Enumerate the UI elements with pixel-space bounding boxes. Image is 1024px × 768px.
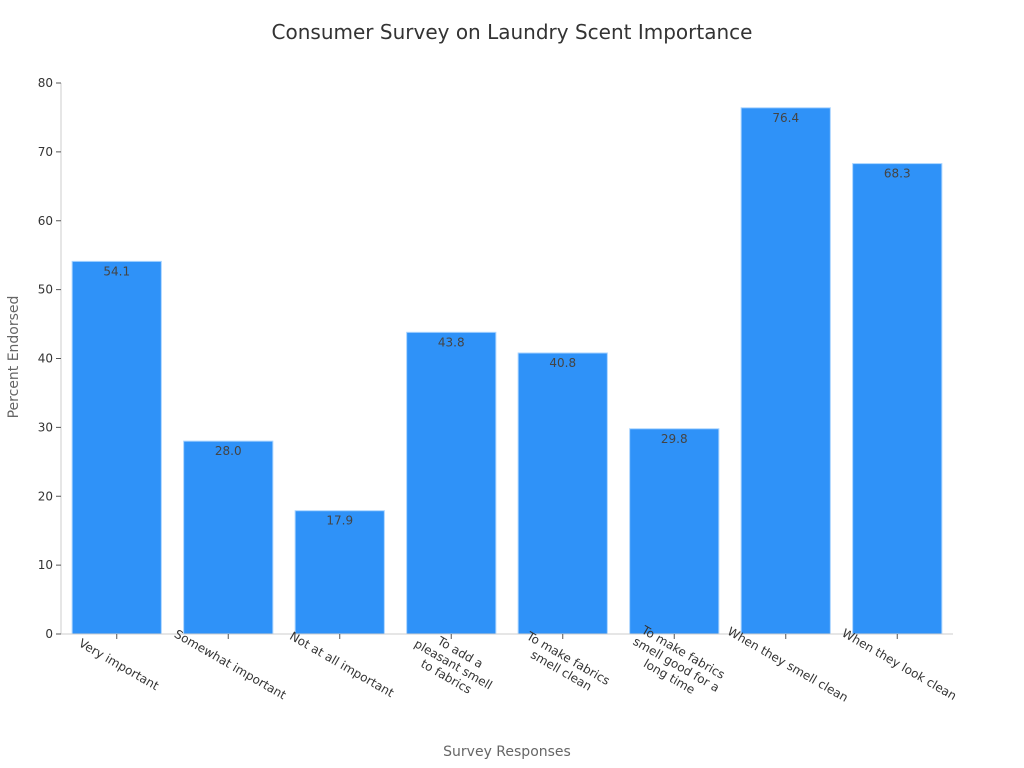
y-tick-label: 10 [38, 558, 53, 572]
x-tick-label: To make fabricssmell clean [516, 629, 612, 701]
bar-5 [517, 352, 608, 635]
chart-title: Consumer Survey on Laundry Scent Importa… [271, 20, 753, 44]
data-label-8: 68.3 [884, 167, 911, 181]
x-axis-title: Survey Responses [443, 744, 571, 760]
y-tick-label: 40 [38, 352, 53, 366]
bar-1 [71, 260, 162, 635]
bar-7 [740, 107, 831, 635]
y-tick-label: 20 [38, 489, 53, 503]
data-labels-group: 54.1 28.0 17.9 43.8 40.8 29.8 76.4 68.3 [103, 111, 910, 528]
data-label-3: 17.9 [326, 514, 353, 528]
y-axis: 0 10 20 30 40 50 60 70 80 [38, 76, 62, 641]
data-label-2: 28.0 [215, 444, 242, 458]
x-tick-label: To add apleasant smellto fabrics [405, 624, 502, 704]
bar-6 [629, 428, 720, 635]
bar-4 [406, 331, 497, 635]
y-axis-title: Percent Endorsed [6, 296, 22, 419]
data-label-4: 43.8 [438, 335, 465, 349]
bar-8 [852, 163, 943, 635]
x-tick-label: Not at all important [287, 629, 396, 700]
x-tick-label: Somewhat important [172, 627, 289, 703]
y-tick-label: 60 [38, 214, 53, 228]
data-label-1: 54.1 [103, 264, 130, 278]
bar-3 [294, 510, 385, 635]
data-label-5: 40.8 [549, 356, 576, 370]
data-label-7: 76.4 [772, 111, 799, 125]
y-tick-label: 80 [38, 76, 53, 90]
data-label-6: 29.8 [661, 432, 688, 446]
bars-group [71, 107, 943, 635]
y-tick-label: 70 [38, 145, 53, 159]
y-tick-label: 30 [38, 420, 53, 434]
bar-2 [183, 440, 274, 635]
x-tick-label: To make fabricssmell good for along time [624, 622, 729, 707]
y-tick-label: 0 [45, 627, 53, 641]
x-tick-label: Very important [76, 636, 161, 693]
x-tick-label: When they look clean [839, 626, 959, 703]
x-tick-label: When they smell clean [725, 624, 851, 705]
y-tick-label: 50 [38, 283, 53, 297]
